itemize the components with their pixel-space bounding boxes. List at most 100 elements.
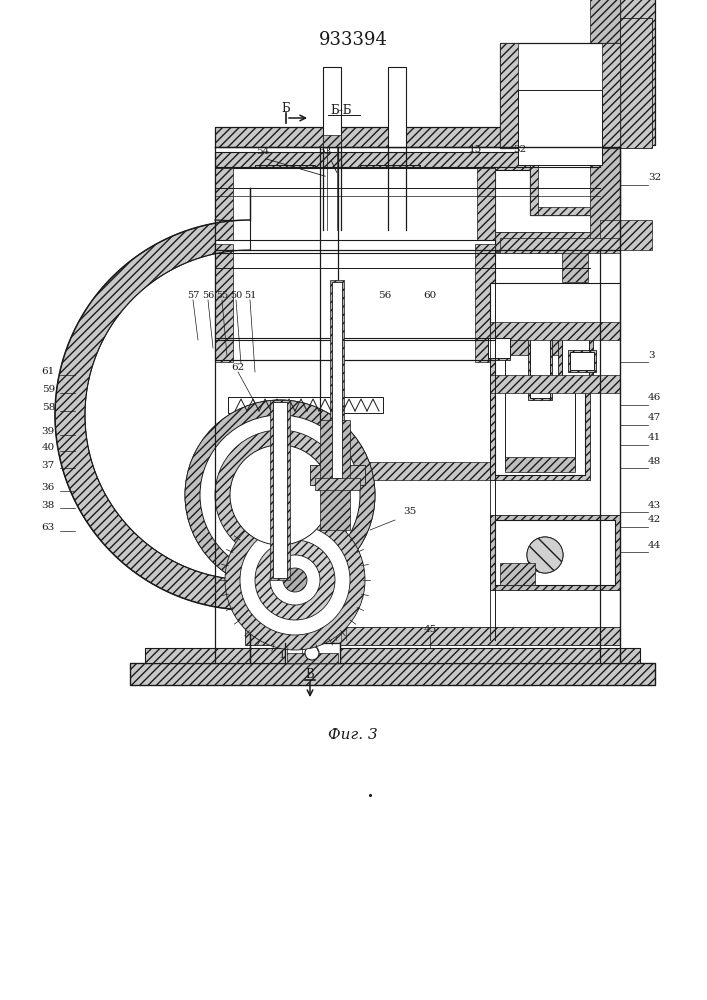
Text: 40: 40 bbox=[42, 444, 55, 452]
Bar bbox=[565, 260, 585, 316]
Bar bbox=[535, 155, 615, 210]
Bar bbox=[620, 0, 655, 145]
Bar bbox=[315, 478, 360, 490]
Text: 56: 56 bbox=[378, 290, 392, 300]
Bar bbox=[567, 260, 583, 320]
Circle shape bbox=[527, 537, 563, 573]
Bar bbox=[500, 43, 518, 148]
Bar bbox=[530, 144, 620, 152]
Text: 63: 63 bbox=[42, 524, 55, 532]
Bar bbox=[145, 648, 640, 663]
Bar bbox=[215, 152, 600, 170]
Bar bbox=[360, 165, 420, 215]
Circle shape bbox=[240, 525, 350, 635]
Bar bbox=[488, 338, 510, 358]
Bar bbox=[145, 648, 640, 663]
Text: 39: 39 bbox=[42, 428, 55, 436]
Circle shape bbox=[215, 430, 345, 560]
Text: Б-Б: Б-Б bbox=[330, 104, 351, 116]
Bar bbox=[518, 90, 602, 165]
Circle shape bbox=[230, 445, 330, 545]
Bar bbox=[490, 515, 620, 590]
Bar bbox=[570, 352, 594, 370]
Bar bbox=[500, 238, 620, 253]
Bar bbox=[255, 165, 315, 215]
Text: 41: 41 bbox=[648, 434, 661, 442]
Text: 42: 42 bbox=[648, 516, 661, 524]
Bar bbox=[490, 375, 620, 393]
Bar bbox=[215, 127, 635, 147]
Text: 62: 62 bbox=[231, 362, 245, 371]
Text: 55: 55 bbox=[216, 290, 228, 300]
Text: Б: Б bbox=[281, 102, 291, 114]
Bar bbox=[310, 465, 365, 485]
Bar bbox=[228, 397, 383, 413]
Bar bbox=[590, 0, 620, 250]
Bar bbox=[215, 168, 495, 253]
Text: В: В bbox=[305, 668, 315, 682]
Text: 60: 60 bbox=[423, 290, 437, 300]
Bar bbox=[620, 0, 655, 145]
Circle shape bbox=[255, 540, 335, 620]
Bar bbox=[495, 345, 585, 475]
Bar bbox=[530, 312, 550, 398]
Text: 44: 44 bbox=[648, 540, 661, 550]
Bar bbox=[215, 127, 635, 147]
Text: 38: 38 bbox=[42, 500, 55, 510]
Bar bbox=[323, 135, 341, 147]
Bar bbox=[488, 338, 510, 360]
Bar bbox=[495, 520, 615, 585]
Text: 933394: 933394 bbox=[319, 31, 387, 49]
Bar bbox=[368, 172, 388, 207]
Bar bbox=[530, 150, 620, 215]
Bar bbox=[215, 250, 590, 253]
Circle shape bbox=[185, 400, 375, 590]
Bar bbox=[260, 168, 310, 210]
Text: 61: 61 bbox=[42, 367, 55, 376]
Text: 36: 36 bbox=[42, 484, 55, 492]
Bar bbox=[475, 244, 495, 362]
Bar bbox=[323, 67, 341, 147]
Bar bbox=[528, 310, 552, 400]
Text: 54: 54 bbox=[257, 147, 269, 156]
Bar bbox=[285, 643, 340, 663]
Bar bbox=[287, 653, 338, 663]
Bar bbox=[505, 350, 575, 470]
Text: 57: 57 bbox=[187, 290, 199, 300]
Text: 3: 3 bbox=[648, 351, 655, 360]
Bar bbox=[215, 240, 495, 360]
Bar bbox=[130, 663, 655, 685]
Bar bbox=[505, 340, 575, 355]
Text: 37: 37 bbox=[42, 460, 55, 470]
Bar bbox=[332, 282, 342, 478]
Circle shape bbox=[200, 415, 360, 575]
Bar bbox=[330, 280, 344, 480]
Bar bbox=[500, 563, 535, 585]
Bar bbox=[245, 232, 620, 250]
Bar bbox=[215, 152, 600, 170]
Bar bbox=[215, 168, 233, 253]
Bar bbox=[530, 207, 620, 215]
Circle shape bbox=[230, 445, 330, 545]
Text: 51: 51 bbox=[244, 290, 256, 300]
Bar bbox=[530, 150, 538, 215]
Text: 48: 48 bbox=[648, 458, 661, 466]
Circle shape bbox=[305, 646, 319, 660]
Text: 1: 1 bbox=[279, 650, 286, 660]
Bar bbox=[263, 172, 283, 207]
Bar bbox=[500, 130, 620, 148]
Bar bbox=[490, 340, 590, 480]
Circle shape bbox=[527, 537, 563, 573]
Bar bbox=[273, 402, 287, 578]
Text: 58: 58 bbox=[42, 403, 55, 412]
Text: 32: 32 bbox=[513, 145, 527, 154]
Text: 45: 45 bbox=[423, 626, 437, 635]
Bar bbox=[285, 172, 305, 207]
Bar bbox=[598, 0, 620, 250]
Bar bbox=[600, 220, 652, 250]
Text: 56: 56 bbox=[202, 290, 214, 300]
Bar bbox=[620, 18, 652, 148]
Polygon shape bbox=[55, 220, 250, 610]
Circle shape bbox=[225, 510, 365, 650]
Bar bbox=[477, 168, 495, 253]
